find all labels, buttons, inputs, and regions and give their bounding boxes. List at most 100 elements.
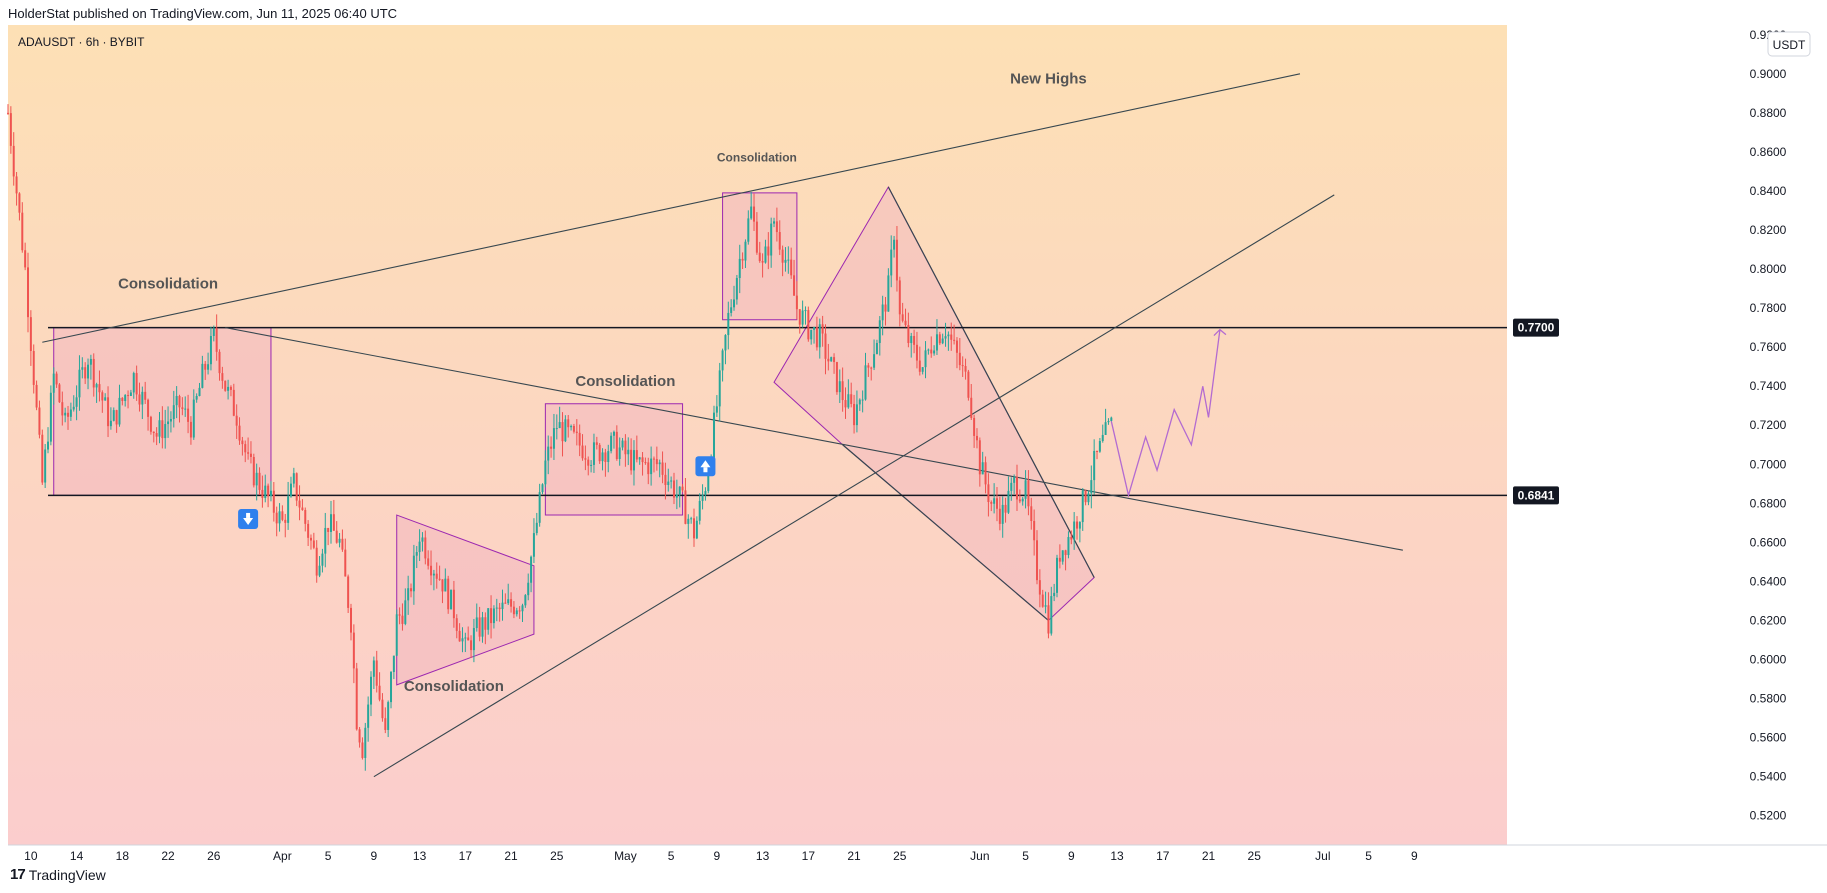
candle-body xyxy=(661,462,664,475)
candle-body xyxy=(467,637,470,641)
candle-body xyxy=(681,486,684,491)
candle-body xyxy=(761,261,764,263)
candle-body xyxy=(38,407,41,435)
candle-body xyxy=(175,395,178,406)
candle-body xyxy=(755,221,758,253)
candle-body xyxy=(421,537,424,542)
y-tick-label: 0.7800 xyxy=(1750,301,1787,315)
candle-body xyxy=(24,250,27,268)
candle-body xyxy=(781,249,784,263)
candle-body xyxy=(713,412,716,458)
candle-body xyxy=(344,549,347,577)
candle-body xyxy=(155,433,158,437)
candle-body xyxy=(813,327,816,330)
candle-body xyxy=(581,445,584,459)
candle-body xyxy=(658,462,661,465)
candle-body xyxy=(181,407,184,410)
candle-body xyxy=(475,617,478,629)
candle-body xyxy=(1073,521,1076,540)
candle-body xyxy=(778,232,781,250)
candle-body xyxy=(784,259,787,263)
candle-body xyxy=(212,328,215,336)
candle-body xyxy=(641,457,644,463)
x-tick-label: 10 xyxy=(24,849,38,863)
candle-body xyxy=(1021,498,1024,502)
candle-body xyxy=(350,607,352,633)
candle-body xyxy=(652,458,655,460)
candle-body xyxy=(12,145,15,177)
candle-body xyxy=(544,460,547,485)
candle-body xyxy=(830,357,833,362)
candle-body xyxy=(332,514,335,531)
candle-body xyxy=(735,278,738,300)
publisher-line: HolderStat published on TradingView.com,… xyxy=(8,6,398,21)
candle-body xyxy=(630,449,633,471)
candle-body xyxy=(587,459,590,466)
candle-body xyxy=(958,352,961,366)
candle-body xyxy=(164,424,167,439)
chart-area[interactable]: 0.5200 0.5400 0.5600 0.5800 0.6000 0.6200 0.64… xyxy=(0,25,1827,863)
candle-body xyxy=(1093,450,1096,481)
candle-body xyxy=(404,600,407,624)
candle-body xyxy=(853,403,856,426)
candle-body xyxy=(1098,440,1101,452)
candle-body xyxy=(973,417,976,436)
x-tick-label: 14 xyxy=(70,849,84,863)
candle-body xyxy=(1070,537,1073,540)
candle-body xyxy=(384,718,387,730)
candle-body xyxy=(318,565,321,576)
candle-body xyxy=(890,249,893,276)
candlestick-chart[interactable]: 0.5200 0.5400 0.5600 0.5800 0.6000 0.6200 0.64… xyxy=(0,25,1827,863)
candle-body xyxy=(84,367,87,379)
candle-body xyxy=(933,350,936,354)
candle-body xyxy=(101,392,104,401)
candle-body xyxy=(478,617,481,637)
candle-body xyxy=(438,578,441,580)
candle-body xyxy=(390,672,393,703)
candle-body xyxy=(527,582,530,596)
candle-body xyxy=(464,637,467,639)
candle-body xyxy=(915,344,918,361)
candle-body xyxy=(1010,482,1013,491)
candle-body xyxy=(995,498,998,509)
x-tick-label: Jun xyxy=(970,849,989,863)
candle-body xyxy=(44,449,47,483)
candle-body xyxy=(878,320,881,343)
candle-body xyxy=(532,533,535,557)
y-tick-label: 0.8400 xyxy=(1750,184,1787,198)
x-tick-label: 5 xyxy=(325,849,332,863)
candle-body xyxy=(458,630,461,642)
candle-body xyxy=(827,358,830,362)
candle-body xyxy=(987,484,990,503)
candle-body xyxy=(895,239,898,281)
candle-body xyxy=(201,363,204,388)
candle-body xyxy=(329,514,332,532)
candle-body xyxy=(924,350,927,368)
candle-body xyxy=(838,381,841,393)
candle-body xyxy=(361,742,364,758)
candle-body xyxy=(69,409,72,417)
candle-body xyxy=(209,335,212,365)
candle-body xyxy=(352,632,355,669)
candle-body xyxy=(647,462,650,475)
candle-body xyxy=(1096,450,1099,452)
candle-body xyxy=(904,320,907,326)
candle-body xyxy=(927,349,930,351)
candle-body xyxy=(550,446,553,449)
candle-body xyxy=(678,486,681,495)
candle-body xyxy=(1013,477,1016,483)
candle-body xyxy=(338,538,341,543)
candle-body xyxy=(141,391,144,405)
candle-body xyxy=(1027,480,1030,507)
candle-body xyxy=(612,431,615,436)
candle-body xyxy=(687,518,690,524)
candle-body xyxy=(801,310,804,325)
candle-body xyxy=(341,538,344,550)
down-arrow-stem xyxy=(246,512,251,518)
candle-body xyxy=(158,420,161,437)
candle-body xyxy=(281,511,284,520)
candle-body xyxy=(450,589,453,610)
falling-wedge-zone xyxy=(773,186,1095,622)
candle-body xyxy=(244,444,247,453)
x-tick-label: 17 xyxy=(1156,849,1170,863)
